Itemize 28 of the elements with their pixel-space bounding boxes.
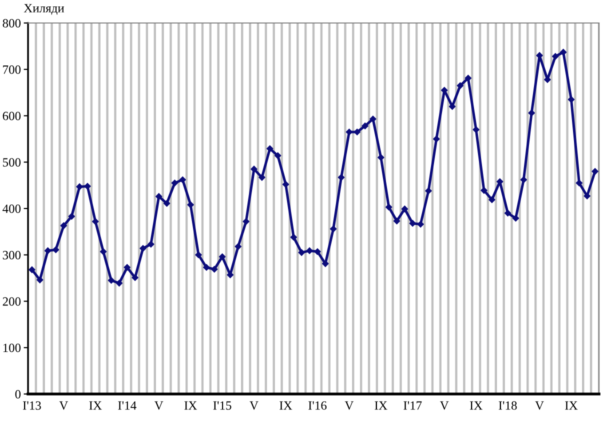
- x-tick-label: IX: [89, 401, 102, 410]
- x-tick-label: V: [250, 401, 258, 410]
- y-tick-label: 0: [15, 390, 21, 398]
- x-tick-label: I'14: [118, 401, 136, 410]
- x-tick-label: IX: [280, 401, 292, 410]
- x-tick-label: I'13: [22, 401, 41, 410]
- x-tick-label: I'18: [498, 401, 517, 410]
- y-tick-label: 400: [2, 204, 21, 213]
- x-tick-label: V: [535, 401, 544, 410]
- x-tick-label: V: [154, 401, 164, 410]
- x-tick-label: V: [344, 401, 354, 410]
- y-tick-label: 200: [2, 297, 21, 306]
- x-tick-label: IX: [184, 401, 197, 410]
- y-tick-label: 600: [2, 112, 21, 120]
- x-tick-label: V: [59, 401, 68, 410]
- x-tick-label: IX: [470, 401, 482, 410]
- y-tick-label: 800: [2, 19, 21, 28]
- x-tick-label: I'15: [213, 401, 232, 410]
- x-tick-label: IX: [565, 401, 578, 410]
- y-tick-label: 700: [3, 65, 21, 74]
- x-tick-label: I'16: [308, 401, 327, 410]
- y-tick-label: 300: [2, 250, 21, 260]
- x-tick-label: IX: [374, 401, 388, 410]
- y-axis-title: Хиляди: [24, 4, 64, 15]
- x-tick-label: I'17: [404, 401, 422, 410]
- y-tick-label: 500: [3, 158, 21, 167]
- x-tick-label: V: [440, 401, 449, 410]
- y-tick-label: 100: [3, 344, 21, 352]
